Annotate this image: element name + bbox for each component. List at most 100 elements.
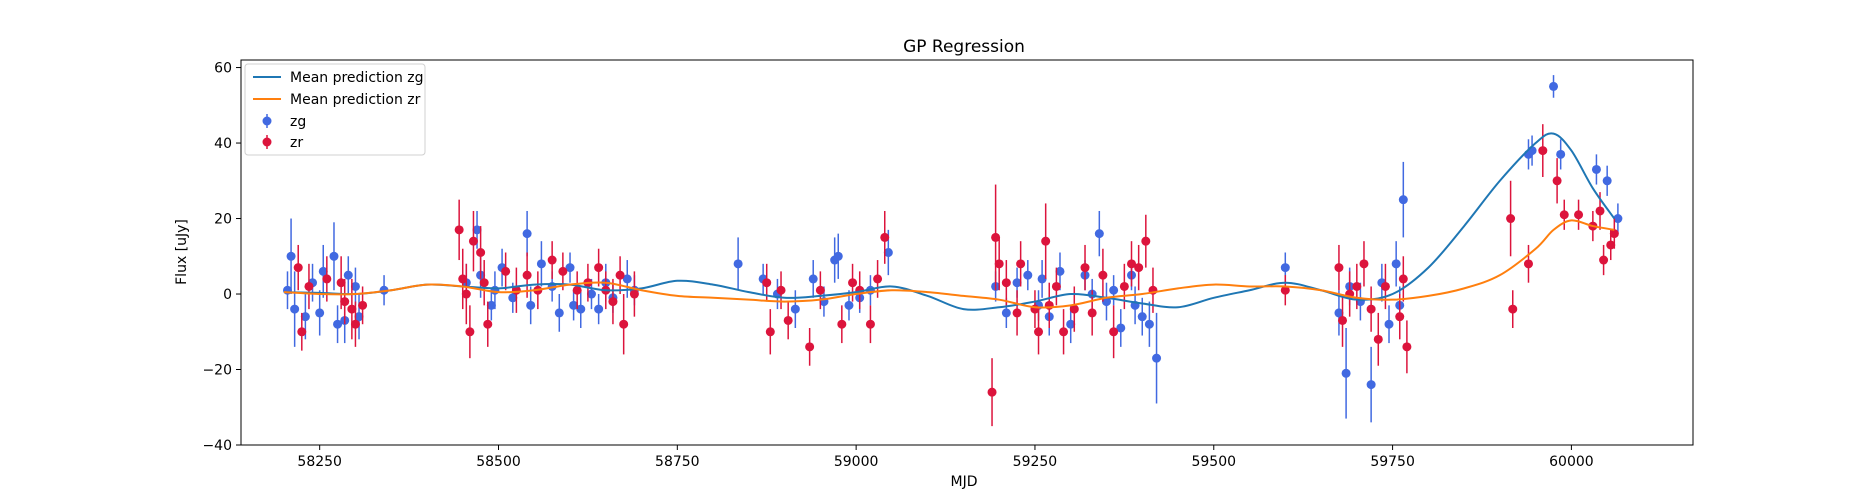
- marker-zr: [615, 270, 625, 280]
- marker-zr: [1127, 259, 1137, 269]
- y-tick-label: 60: [214, 61, 232, 77]
- data-point-zr: [1599, 244, 1609, 276]
- data-point-zr: [1098, 248, 1108, 302]
- data-point-zg: [576, 290, 586, 328]
- marker-zr: [1051, 281, 1061, 291]
- marker-zg: [1280, 263, 1290, 273]
- marker-zr: [608, 297, 618, 307]
- marker-zr: [1380, 281, 1390, 291]
- marker-zg: [622, 274, 632, 284]
- marker-zr: [1034, 327, 1044, 337]
- data-point-zr: [1373, 312, 1383, 366]
- data-point-zr: [1398, 256, 1408, 302]
- marker-zg: [333, 319, 343, 329]
- data-point-zr: [619, 294, 629, 355]
- data-point-zr: [1041, 203, 1051, 279]
- marker-zr: [1523, 259, 1533, 269]
- marker-zr: [1141, 236, 1151, 246]
- data-point-zr: [304, 263, 314, 310]
- marker-zr: [776, 285, 786, 295]
- data-point-zg: [565, 252, 575, 283]
- marker-zr: [1574, 210, 1584, 220]
- marker-zg: [1137, 312, 1147, 322]
- x-tick-label: 59500: [1191, 454, 1236, 470]
- data-point-zr: [350, 301, 360, 347]
- marker-zr: [1606, 240, 1616, 250]
- data-point-zg: [315, 290, 325, 336]
- marker-zg: [1037, 274, 1047, 284]
- marker-zr: [994, 259, 1004, 269]
- marker-zg: [1602, 176, 1612, 186]
- marker-zg: [1109, 285, 1119, 295]
- marker-zg: [486, 300, 496, 310]
- marker-zr: [1402, 342, 1412, 352]
- data-point-zg: [594, 294, 604, 325]
- data-point-zr: [1574, 199, 1584, 230]
- data-point-zr: [608, 278, 618, 325]
- marker-zr: [522, 270, 532, 280]
- data-point-zr: [594, 248, 604, 287]
- data-point-zr: [629, 271, 639, 317]
- data-point-zr: [615, 256, 625, 295]
- data-point-zr: [994, 237, 1004, 291]
- marker-zg: [554, 308, 564, 318]
- chart-title: GP Regression: [903, 37, 1025, 57]
- data-point-zg: [1037, 260, 1047, 298]
- plot-area: [282, 75, 1623, 427]
- marker-zg: [1152, 353, 1162, 363]
- data-point-zg: [354, 294, 364, 340]
- marker-zg: [318, 266, 328, 276]
- marker-zr: [458, 274, 468, 284]
- marker-zr: [865, 319, 875, 329]
- data-point-zr: [1001, 260, 1011, 306]
- data-point-zr: [476, 226, 486, 279]
- marker-zg: [315, 308, 325, 318]
- marker-zr: [1338, 315, 1348, 325]
- legend-swatch-zg-marker: [262, 116, 272, 126]
- marker-zr: [805, 342, 815, 352]
- marker-zr: [987, 387, 997, 397]
- data-point-zg: [1556, 139, 1566, 170]
- marker-zr: [461, 289, 471, 299]
- marker-zr: [1012, 308, 1022, 318]
- data-point-zr: [837, 305, 847, 344]
- marker-zr: [1280, 285, 1290, 295]
- series-line-mean-prediction-zg: [283, 132, 1616, 311]
- marker-zr: [1398, 274, 1408, 284]
- data-point-zr: [1119, 263, 1129, 310]
- marker-zr: [347, 304, 357, 314]
- data-point-zr: [1538, 124, 1548, 178]
- data-point-zr: [293, 244, 303, 291]
- data-point-zr: [1051, 267, 1061, 306]
- marker-zr: [783, 315, 793, 325]
- data-point-zg: [554, 294, 564, 332]
- marker-zr: [454, 225, 464, 235]
- marker-zr: [765, 327, 775, 337]
- marker-zg: [565, 263, 575, 273]
- x-axis-label: MJD: [951, 474, 978, 490]
- data-point-zr: [1087, 290, 1097, 336]
- marker-zg: [329, 251, 339, 261]
- data-point-zr: [1134, 244, 1144, 291]
- marker-zg: [1398, 195, 1408, 205]
- marker-zr: [340, 297, 350, 307]
- data-point-zr: [340, 278, 350, 325]
- x-tick-label: 58500: [476, 454, 521, 470]
- data-point-zr: [1395, 294, 1405, 340]
- marker-zg: [1144, 319, 1154, 329]
- marker-zg: [576, 304, 586, 314]
- data-point-zg: [833, 233, 843, 279]
- marker-zg: [1591, 164, 1601, 174]
- marker-zr: [304, 281, 314, 291]
- marker-zg: [472, 225, 482, 235]
- data-point-zr: [991, 184, 1001, 291]
- data-point-zg: [290, 271, 300, 347]
- y-axis-label: Flux [uJy]: [174, 219, 190, 285]
- data-point-zr: [1280, 275, 1290, 306]
- marker-zr: [629, 289, 639, 299]
- marker-zr: [297, 327, 307, 337]
- data-point-zr: [1508, 290, 1518, 328]
- marker-zg: [1012, 278, 1022, 288]
- marker-zg: [490, 285, 500, 295]
- marker-zg: [594, 304, 604, 314]
